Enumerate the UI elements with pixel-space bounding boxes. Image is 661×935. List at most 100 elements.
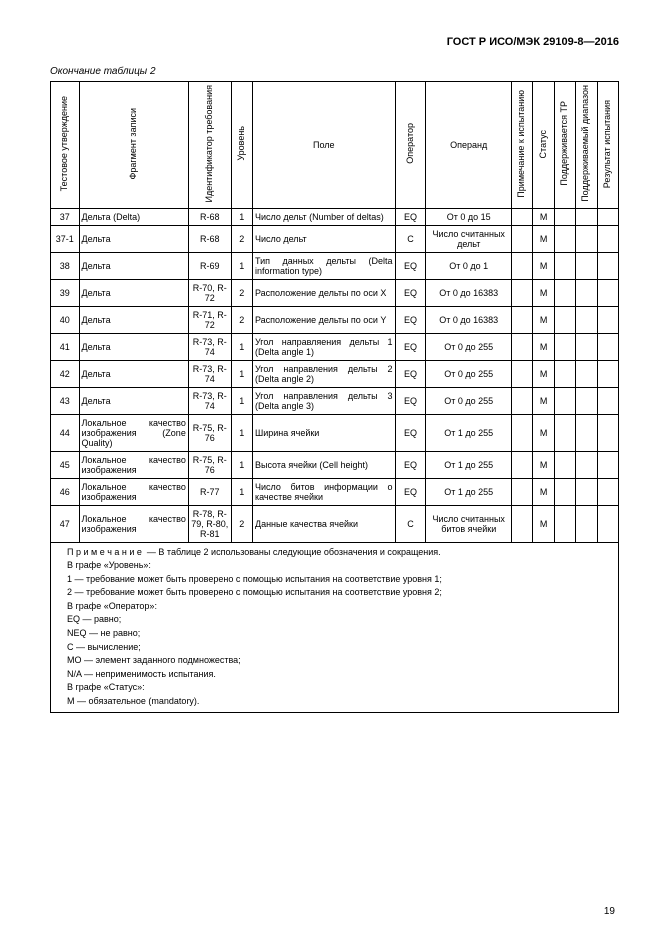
cell-n: 41: [51, 333, 80, 360]
cell-op: C: [395, 505, 426, 542]
notes-row: П р и м е ч а н и е — В таблице 2 исполь…: [51, 542, 619, 712]
cell-status: M: [533, 451, 554, 478]
cell-operand: От 1 до 255: [426, 478, 512, 505]
cell-req: R-68: [188, 208, 231, 225]
cell-status: M: [533, 252, 554, 279]
notes-cell: П р и м е ч а н и е — В таблице 2 исполь…: [51, 542, 619, 712]
cell-operand: От 0 до 255: [426, 360, 512, 387]
page-number: 19: [604, 906, 615, 917]
cell-lvl: 1: [231, 387, 252, 414]
cell-tr: [554, 505, 575, 542]
header-row: Тестовое утверждение Фрагмент записи Иде…: [51, 82, 619, 209]
cell-req: R-75, R-76: [188, 414, 231, 451]
cell-field: Расположение дельты по оси Y: [252, 306, 395, 333]
notes-line: EQ — равно;: [53, 613, 616, 626]
cell-tr: [554, 333, 575, 360]
table-row: 46Локальное качество изображенияR-771Чис…: [51, 478, 619, 505]
table-body: 37Дельта (Delta)R-681Число дельт (Number…: [51, 208, 619, 542]
cell-n: 37-1: [51, 225, 80, 252]
cell-frag: Локальное качество изображения: [79, 451, 188, 478]
cell-status: M: [533, 333, 554, 360]
cell-operand: От 0 до 1: [426, 252, 512, 279]
table-row: 39ДельтаR-70, R-722Расположение дельты п…: [51, 279, 619, 306]
col-requirement-id: Идентификатор требования: [188, 82, 231, 209]
cell-range: [576, 451, 597, 478]
cell-status: M: [533, 208, 554, 225]
col-test-note: Примечание к испытанию: [512, 82, 533, 209]
cell-note: [512, 333, 533, 360]
cell-operand: Число считанных дельт: [426, 225, 512, 252]
cell-result: [597, 451, 619, 478]
col-supported-range: Поддерживаемый диапазон: [576, 82, 597, 209]
cell-frag: Локальное качество изображения: [79, 478, 188, 505]
cell-tr: [554, 360, 575, 387]
cell-note: [512, 360, 533, 387]
cell-status: M: [533, 505, 554, 542]
cell-result: [597, 414, 619, 451]
cell-lvl: 2: [231, 279, 252, 306]
cell-req: R-75, R-76: [188, 451, 231, 478]
cell-result: [597, 333, 619, 360]
cell-tr: [554, 225, 575, 252]
table-row: 44Локальное качество изображения (Zone Q…: [51, 414, 619, 451]
cell-frag: Дельта: [79, 225, 188, 252]
cell-range: [576, 387, 597, 414]
cell-note: [512, 279, 533, 306]
cell-n: 45: [51, 451, 80, 478]
cell-range: [576, 360, 597, 387]
cell-lvl: 1: [231, 208, 252, 225]
cell-range: [576, 333, 597, 360]
cell-field: Угол направляения дельты 1 (Delta angle …: [252, 333, 395, 360]
cell-req: R-71, R-72: [188, 306, 231, 333]
col-operator: Оператор: [395, 82, 426, 209]
table-row: 43ДельтаR-73, R-741Угол направления дель…: [51, 387, 619, 414]
data-table: Тестовое утверждение Фрагмент записи Иде…: [50, 81, 619, 713]
notes-line: 1 — требование может быть проверено с по…: [53, 573, 616, 586]
cell-req: R-78, R-79, R-80, R-81: [188, 505, 231, 542]
cell-status: M: [533, 478, 554, 505]
cell-frag: Локальное качество изображения: [79, 505, 188, 542]
cell-op: EQ: [395, 333, 426, 360]
cell-tr: [554, 208, 575, 225]
cell-result: [597, 478, 619, 505]
cell-n: 38: [51, 252, 80, 279]
notes-line: C — вычисление;: [53, 641, 616, 654]
cell-result: [597, 279, 619, 306]
cell-req: R-70, R-72: [188, 279, 231, 306]
col-operand: Операнд: [426, 82, 512, 209]
cell-frag: Дельта: [79, 387, 188, 414]
cell-n: 42: [51, 360, 80, 387]
cell-n: 44: [51, 414, 80, 451]
cell-status: M: [533, 360, 554, 387]
cell-n: 37: [51, 208, 80, 225]
cell-op: EQ: [395, 387, 426, 414]
cell-operand: От 0 до 255: [426, 333, 512, 360]
cell-note: [512, 208, 533, 225]
notes-line: MO — элемент заданного подмножества;: [53, 654, 616, 667]
cell-lvl: 2: [231, 306, 252, 333]
cell-frag: Дельта (Delta): [79, 208, 188, 225]
cell-op: C: [395, 225, 426, 252]
cell-req: R-73, R-74: [188, 360, 231, 387]
cell-lvl: 1: [231, 360, 252, 387]
col-status: Статус: [533, 82, 554, 209]
cell-field: Угол направления дельты 3 (Delta angle 3…: [252, 387, 395, 414]
table-caption: Окончание таблицы 2: [50, 66, 619, 77]
cell-range: [576, 306, 597, 333]
cell-result: [597, 306, 619, 333]
notes-heading: П р и м е ч а н и е: [67, 547, 142, 557]
cell-note: [512, 387, 533, 414]
cell-result: [597, 360, 619, 387]
cell-result: [597, 505, 619, 542]
cell-frag: Дельта: [79, 333, 188, 360]
notes-line: M — обязательное (mandatory).: [53, 695, 616, 708]
cell-tr: [554, 252, 575, 279]
table-row: 41ДельтаR-73, R-741Угол направляения дел…: [51, 333, 619, 360]
cell-tr: [554, 306, 575, 333]
cell-field: Расположение дельты по оси X: [252, 279, 395, 306]
cell-req: R-69: [188, 252, 231, 279]
page: ГОСТ Р ИСО/МЭК 29109-8—2016 Окончание та…: [0, 0, 661, 935]
cell-field: Высота ячейки (Cell height): [252, 451, 395, 478]
cell-status: M: [533, 225, 554, 252]
cell-lvl: 1: [231, 451, 252, 478]
